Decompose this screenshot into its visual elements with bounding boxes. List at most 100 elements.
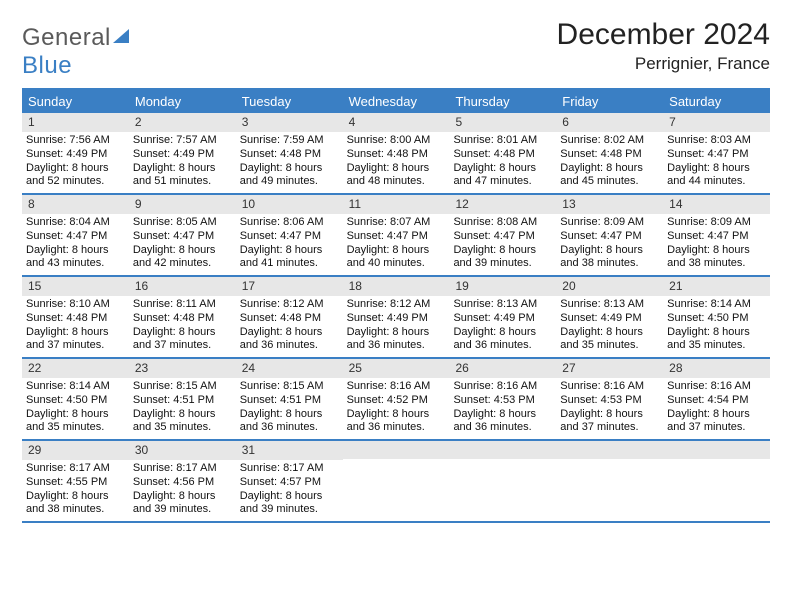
sunset-line: Sunset: 4:49 PM [347,312,446,326]
day-number: 29 [22,441,129,460]
sunrise-line: Sunrise: 8:12 AM [347,298,446,312]
calendar-day: 26Sunrise: 8:16 AMSunset: 4:53 PMDayligh… [449,359,556,439]
sunrise-line: Sunrise: 8:16 AM [560,380,659,394]
day-number [449,441,556,459]
sunrise-line: Sunrise: 8:08 AM [453,216,552,230]
calendar-day [343,441,450,521]
daylight-line-2: and 48 minutes. [347,175,446,189]
day-number: 15 [22,277,129,296]
daylight-line-1: Daylight: 8 hours [240,162,339,176]
day-number: 20 [556,277,663,296]
calendar-week: 15Sunrise: 8:10 AMSunset: 4:48 PMDayligh… [22,277,770,359]
daylight-line-2: and 49 minutes. [240,175,339,189]
header: General Blue December 2024 Perrignier, F… [22,18,770,80]
sunrise-line: Sunrise: 8:10 AM [26,298,125,312]
daylight-line-1: Daylight: 8 hours [133,490,232,504]
daylight-line-2: and 37 minutes. [133,339,232,353]
calendar-day: 12Sunrise: 8:08 AMSunset: 4:47 PMDayligh… [449,195,556,275]
daylight-line-1: Daylight: 8 hours [560,326,659,340]
calendar-day: 18Sunrise: 8:12 AMSunset: 4:49 PMDayligh… [343,277,450,357]
calendar-day: 11Sunrise: 8:07 AMSunset: 4:47 PMDayligh… [343,195,450,275]
daylight-line-2: and 39 minutes. [240,503,339,517]
calendar-week: 29Sunrise: 8:17 AMSunset: 4:55 PMDayligh… [22,441,770,523]
daylight-line-1: Daylight: 8 hours [667,162,766,176]
brand-word-blue: Blue [22,52,72,79]
sunset-line: Sunset: 4:48 PM [240,148,339,162]
daylight-line-1: Daylight: 8 hours [240,326,339,340]
daylight-line-2: and 36 minutes. [453,339,552,353]
daylight-line-2: and 39 minutes. [453,257,552,271]
sunrise-line: Sunrise: 7:59 AM [240,134,339,148]
sunset-line: Sunset: 4:49 PM [133,148,232,162]
calendar-day: 17Sunrise: 8:12 AMSunset: 4:48 PMDayligh… [236,277,343,357]
daylight-line-1: Daylight: 8 hours [133,244,232,258]
sunset-line: Sunset: 4:57 PM [240,476,339,490]
day-number: 10 [236,195,343,214]
daylight-line-1: Daylight: 8 hours [667,326,766,340]
sunrise-line: Sunrise: 7:56 AM [26,134,125,148]
day-number: 19 [449,277,556,296]
brand-word-general: General [22,24,111,51]
calendar-day: 23Sunrise: 8:15 AMSunset: 4:51 PMDayligh… [129,359,236,439]
daylight-line-2: and 40 minutes. [347,257,446,271]
daylight-line-1: Daylight: 8 hours [560,408,659,422]
daylight-line-2: and 44 minutes. [667,175,766,189]
calendar-day: 4Sunrise: 8:00 AMSunset: 4:48 PMDaylight… [343,113,450,193]
calendar-day: 22Sunrise: 8:14 AMSunset: 4:50 PMDayligh… [22,359,129,439]
sunset-line: Sunset: 4:47 PM [347,230,446,244]
calendar-day: 27Sunrise: 8:16 AMSunset: 4:53 PMDayligh… [556,359,663,439]
sunset-line: Sunset: 4:47 PM [26,230,125,244]
weekday-header: Wednesday [343,90,450,113]
daylight-line-1: Daylight: 8 hours [133,162,232,176]
brand-logo: General Blue [22,18,131,80]
sunrise-line: Sunrise: 8:01 AM [453,134,552,148]
daylight-line-2: and 36 minutes. [240,339,339,353]
calendar-week: 22Sunrise: 8:14 AMSunset: 4:50 PMDayligh… [22,359,770,441]
daylight-line-2: and 38 minutes. [560,257,659,271]
sunset-line: Sunset: 4:50 PM [26,394,125,408]
sunset-line: Sunset: 4:49 PM [453,312,552,326]
daylight-line-2: and 35 minutes. [667,339,766,353]
sunrise-line: Sunrise: 8:17 AM [133,462,232,476]
sunrise-line: Sunrise: 8:04 AM [26,216,125,230]
sunset-line: Sunset: 4:48 PM [347,148,446,162]
sunrise-line: Sunrise: 8:13 AM [560,298,659,312]
daylight-line-2: and 35 minutes. [560,339,659,353]
sunrise-line: Sunrise: 7:57 AM [133,134,232,148]
calendar-day: 6Sunrise: 8:02 AMSunset: 4:48 PMDaylight… [556,113,663,193]
daylight-line-1: Daylight: 8 hours [26,490,125,504]
daylight-line-2: and 39 minutes. [133,503,232,517]
weekday-header: Sunday [22,90,129,113]
calendar-day: 16Sunrise: 8:11 AMSunset: 4:48 PMDayligh… [129,277,236,357]
sunset-line: Sunset: 4:51 PM [133,394,232,408]
daylight-line-2: and 36 minutes. [453,421,552,435]
daylight-line-1: Daylight: 8 hours [560,162,659,176]
weekday-header: Thursday [449,90,556,113]
calendar-day: 15Sunrise: 8:10 AMSunset: 4:48 PMDayligh… [22,277,129,357]
daylight-line-1: Daylight: 8 hours [133,326,232,340]
day-number: 1 [22,113,129,132]
daylight-line-1: Daylight: 8 hours [667,244,766,258]
sunset-line: Sunset: 4:53 PM [560,394,659,408]
sunset-line: Sunset: 4:47 PM [667,148,766,162]
title-block: December 2024 Perrignier, France [557,18,770,74]
weekday-header: Monday [129,90,236,113]
day-number: 6 [556,113,663,132]
day-number: 28 [663,359,770,378]
sunset-line: Sunset: 4:54 PM [667,394,766,408]
calendar-day: 20Sunrise: 8:13 AMSunset: 4:49 PMDayligh… [556,277,663,357]
weekday-header-row: SundayMondayTuesdayWednesdayThursdayFrid… [22,90,770,113]
day-number: 3 [236,113,343,132]
sunset-line: Sunset: 4:56 PM [133,476,232,490]
sunrise-line: Sunrise: 8:14 AM [667,298,766,312]
calendar-day: 7Sunrise: 8:03 AMSunset: 4:47 PMDaylight… [663,113,770,193]
day-number: 7 [663,113,770,132]
sunset-line: Sunset: 4:48 PM [240,312,339,326]
sunset-line: Sunset: 4:52 PM [347,394,446,408]
sunrise-line: Sunrise: 8:16 AM [667,380,766,394]
daylight-line-2: and 45 minutes. [560,175,659,189]
day-number: 9 [129,195,236,214]
sunset-line: Sunset: 4:48 PM [560,148,659,162]
sunrise-line: Sunrise: 8:12 AM [240,298,339,312]
day-number: 4 [343,113,450,132]
